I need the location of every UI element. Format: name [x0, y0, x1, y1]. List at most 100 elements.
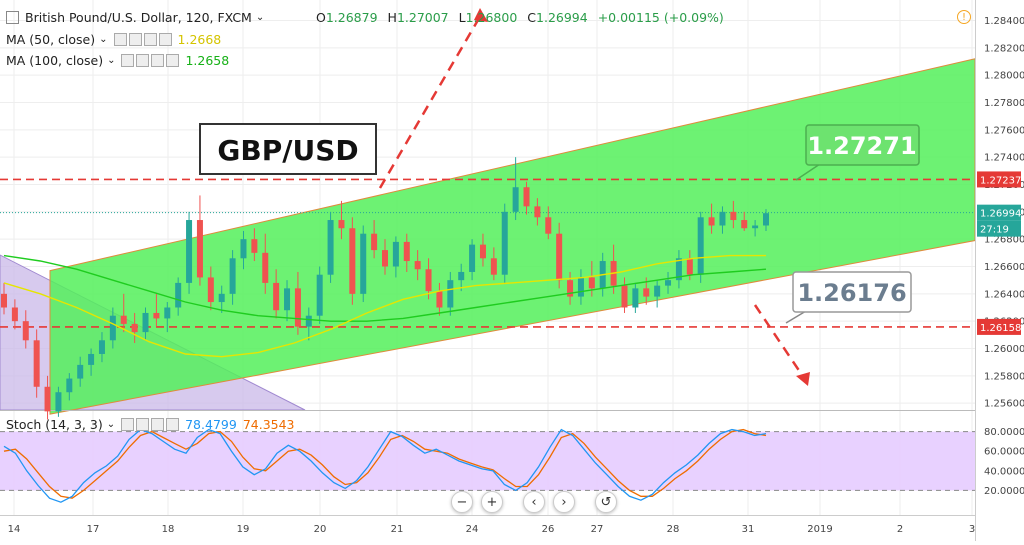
candle-body [458, 271, 465, 281]
candle-body [719, 211, 726, 226]
x-tick-label: 19 [237, 524, 250, 535]
price-tick-label: 1.25600 [984, 399, 1024, 410]
candle-body [360, 233, 367, 294]
ma50-value: 1.2668 [177, 31, 222, 47]
bearish-arrow-line [753, 304, 802, 373]
high-value: 1.27007 [396, 10, 449, 25]
ma50-legend[interactable]: MA (50, close) ⌄ 1.2668 [6, 30, 221, 48]
countdown-tag: 27:19 [980, 225, 1009, 236]
visibility-icon[interactable] [113, 32, 127, 46]
scroll-right-button[interactable]: › [553, 491, 575, 513]
x-tick-label: 27 [591, 524, 604, 535]
candle-body [294, 288, 301, 327]
reset-chart-button[interactable]: ↺ [595, 491, 617, 513]
candle-body [327, 220, 334, 275]
candle-body [316, 274, 323, 316]
candle-body [577, 277, 584, 297]
candle-body [66, 378, 73, 393]
symbol-title[interactable]: British Pound/U.S. Dollar, 120, FXCM [25, 9, 252, 25]
close-icon[interactable] [158, 32, 172, 46]
support-callout-box [792, 271, 912, 313]
ma50-label: MA (50, close) [6, 31, 96, 47]
candle-body [131, 323, 138, 333]
settings-icon[interactable] [136, 417, 150, 431]
price-tick-label: 1.27600 [984, 125, 1024, 136]
candle-body [730, 211, 737, 221]
candle-body [752, 225, 759, 229]
candle-body [501, 211, 508, 275]
x-tick-label: 18 [162, 524, 175, 535]
price-tick-label: 1.26000 [984, 344, 1024, 355]
candle-body [153, 312, 160, 319]
candle-body [164, 307, 171, 319]
bullish-arrow-line [378, 19, 480, 189]
candle-body [284, 288, 291, 311]
stoch-band [0, 431, 975, 491]
settings-icon[interactable] [128, 32, 142, 46]
candle-body [479, 244, 486, 259]
low-label: L [458, 10, 466, 25]
add-icon[interactable] [151, 53, 165, 67]
zoom-in-button[interactable]: + [481, 491, 503, 513]
x-tick-label: 14 [8, 524, 21, 535]
ma100-legend[interactable]: MA (100, close) ⌄ 1.2658 [6, 51, 229, 69]
title-box [199, 123, 377, 175]
candle-body [512, 187, 519, 212]
support-callout-pointer [785, 310, 807, 324]
warning-icon[interactable]: ! [957, 10, 971, 24]
candle-body [120, 315, 127, 324]
add-icon[interactable] [143, 32, 157, 46]
candle-body [523, 187, 530, 207]
candle-body [186, 220, 193, 283]
candle-body [196, 220, 203, 278]
candle-body [403, 241, 410, 262]
ohlc-readout: O1.26879 H1.27007 L1.26800 C1.26994 +0.0… [316, 10, 724, 25]
add-icon[interactable] [151, 417, 165, 431]
zoom-out-button[interactable]: − [451, 491, 473, 513]
price-tick-label: 1.26400 [984, 289, 1024, 300]
resistance-callout-text: 1.27271 [807, 132, 916, 160]
candle-body [33, 340, 40, 387]
chevron-down-icon[interactable]: ⌄ [99, 33, 108, 45]
chevron-down-icon[interactable]: ⌄ [107, 54, 116, 66]
price-tick-label: 1.28200 [984, 43, 1024, 54]
countdown-tag-bg [977, 220, 1021, 237]
stoch-legend[interactable]: Stoch (14, 3, 3) ⌄ 78.4799 74.3543 [6, 415, 295, 433]
x-tick-label: 3 [969, 524, 975, 535]
current-price-tag: 1.26994 [980, 209, 1021, 220]
candle-body [44, 386, 51, 412]
stoch-d-value: 74.3543 [242, 416, 295, 432]
close-icon[interactable] [166, 53, 180, 67]
close-icon[interactable] [166, 417, 180, 431]
candle-body [11, 307, 18, 322]
x-tick-label: 26 [542, 524, 555, 535]
scroll-left-button[interactable]: ‹ [523, 491, 545, 513]
candle-body [229, 258, 236, 294]
title-text: GBP/USD [217, 134, 358, 167]
candle-body [371, 233, 378, 251]
visibility-icon[interactable] [121, 53, 135, 67]
resistance-price-tag: 1.27237 [980, 175, 1021, 186]
candle-body [588, 277, 595, 289]
settings-icon[interactable] [136, 53, 150, 67]
candle-body [534, 206, 541, 218]
stoch-k-line [3, 428, 767, 503]
chevron-down-icon[interactable]: ⌄ [255, 11, 265, 23]
candle-body [305, 315, 312, 327]
resistance-price-tag-bg [977, 171, 1021, 188]
candle-body [142, 312, 149, 333]
ma100-line [3, 254, 767, 322]
chevron-down-icon[interactable]: ⌄ [106, 418, 116, 430]
candle-body [109, 315, 116, 341]
stoch-tick-label: 60.0000 [984, 447, 1024, 458]
x-tick-label: 2 [897, 524, 903, 535]
collapse-icon[interactable] [6, 10, 19, 24]
visibility-icon[interactable] [121, 417, 135, 431]
candle-body [382, 250, 388, 267]
candle-body [545, 217, 552, 234]
support-callout-text: 1.26176 [797, 279, 906, 307]
stoch-tick-label: 20.0000 [984, 486, 1024, 497]
support-price-tag-bg [977, 318, 1021, 335]
